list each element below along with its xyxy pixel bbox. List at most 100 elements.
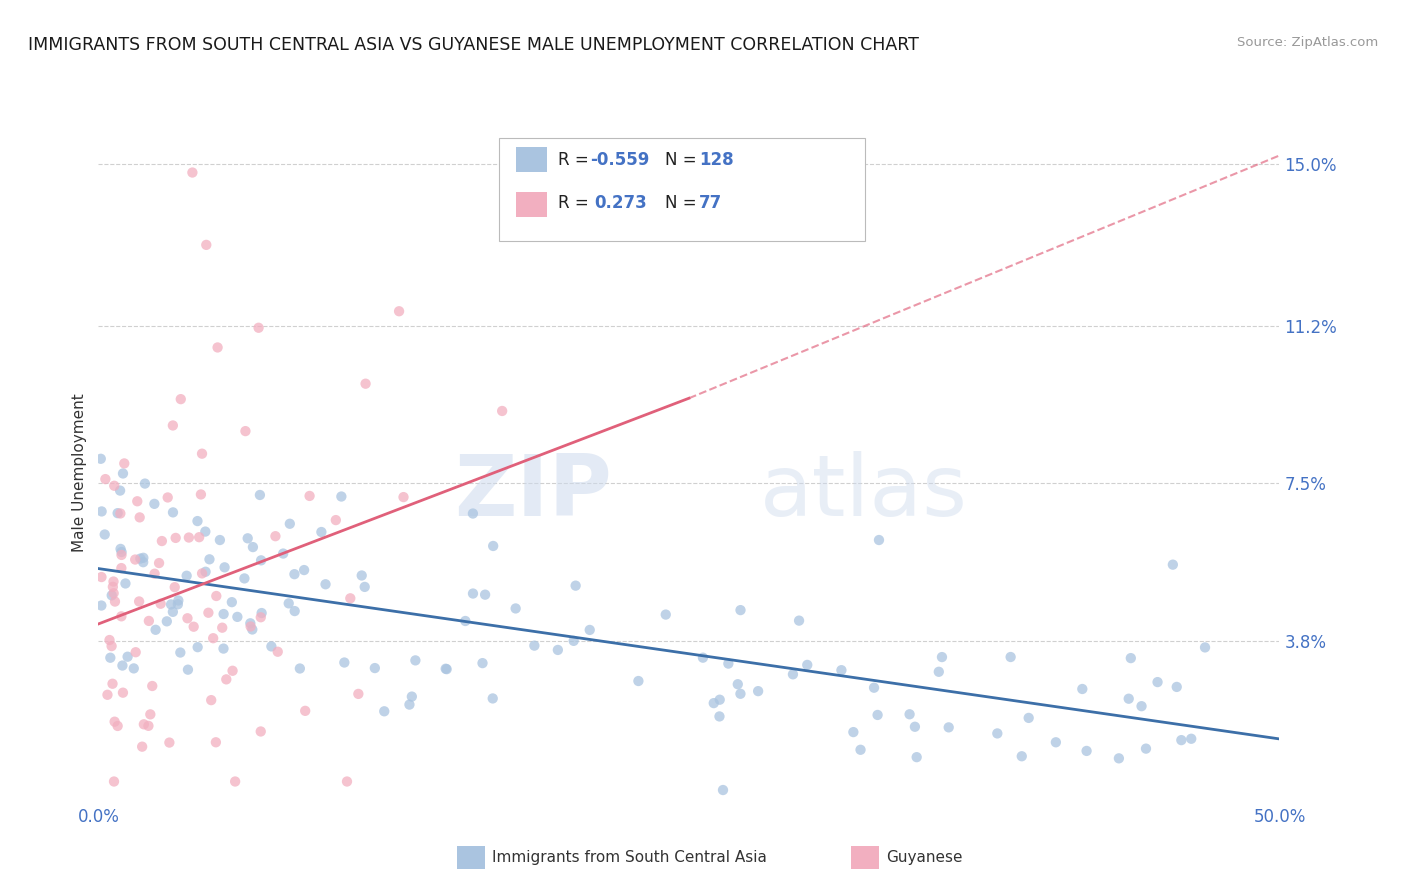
Point bbox=[226, 610, 249, 624]
Point bbox=[474, 588, 496, 602]
Point bbox=[1018, 711, 1040, 725]
Point bbox=[132, 550, 155, 565]
Point bbox=[1076, 744, 1098, 758]
Point bbox=[162, 418, 184, 433]
Point bbox=[90, 451, 112, 466]
Point bbox=[108, 483, 131, 498]
Point bbox=[211, 621, 233, 635]
Point bbox=[233, 571, 256, 585]
Point bbox=[364, 661, 387, 675]
Point bbox=[186, 514, 208, 528]
Point bbox=[110, 548, 132, 562]
Point bbox=[191, 447, 214, 461]
Point bbox=[93, 527, 115, 541]
Point bbox=[187, 640, 209, 655]
Point bbox=[1194, 640, 1216, 655]
Point bbox=[110, 507, 132, 521]
Point bbox=[1000, 650, 1022, 665]
Point bbox=[103, 574, 125, 589]
Point bbox=[90, 504, 112, 518]
Point bbox=[247, 320, 270, 334]
Point bbox=[388, 304, 411, 318]
Point bbox=[114, 576, 136, 591]
Point bbox=[333, 656, 356, 670]
Point bbox=[236, 531, 259, 545]
Point bbox=[138, 719, 160, 733]
Point bbox=[242, 540, 264, 554]
Point bbox=[239, 616, 262, 631]
Point bbox=[157, 735, 180, 749]
Point bbox=[129, 551, 152, 566]
Point bbox=[197, 606, 219, 620]
Point bbox=[830, 663, 852, 677]
Point bbox=[392, 490, 415, 504]
Point bbox=[110, 561, 132, 575]
Point bbox=[141, 679, 163, 693]
Point bbox=[284, 604, 307, 618]
Point bbox=[1170, 733, 1192, 747]
Point bbox=[132, 717, 155, 731]
Point bbox=[938, 720, 960, 734]
Point bbox=[347, 687, 370, 701]
Point bbox=[1135, 741, 1157, 756]
Point bbox=[111, 467, 134, 481]
Point bbox=[373, 704, 395, 718]
Point bbox=[224, 774, 246, 789]
Point bbox=[454, 614, 477, 628]
Point bbox=[986, 726, 1008, 740]
Point bbox=[163, 580, 186, 594]
Point bbox=[127, 494, 149, 508]
Point bbox=[156, 491, 179, 505]
Point bbox=[131, 739, 153, 754]
Point bbox=[283, 567, 305, 582]
Point bbox=[128, 510, 150, 524]
Point bbox=[200, 693, 222, 707]
Point bbox=[166, 597, 188, 611]
Point bbox=[143, 566, 166, 581]
Point bbox=[547, 643, 569, 657]
Point bbox=[904, 720, 927, 734]
Point bbox=[471, 656, 494, 670]
Point bbox=[122, 661, 145, 675]
Point bbox=[249, 610, 271, 624]
Point bbox=[505, 601, 527, 615]
Text: 0.273: 0.273 bbox=[595, 194, 648, 212]
Point bbox=[139, 707, 162, 722]
Point bbox=[202, 631, 225, 645]
Point bbox=[124, 552, 146, 566]
Point bbox=[111, 658, 134, 673]
Point bbox=[176, 611, 198, 625]
Point bbox=[353, 580, 375, 594]
Point bbox=[239, 619, 262, 633]
Point bbox=[898, 707, 921, 722]
Point bbox=[98, 633, 121, 648]
Point bbox=[101, 677, 124, 691]
Point bbox=[103, 586, 125, 600]
Point bbox=[128, 594, 150, 608]
Point bbox=[267, 645, 290, 659]
Point bbox=[111, 686, 134, 700]
Point bbox=[170, 392, 193, 406]
Point bbox=[868, 533, 890, 547]
Point bbox=[523, 639, 546, 653]
Point bbox=[148, 556, 170, 570]
Point bbox=[188, 530, 211, 544]
Point bbox=[905, 750, 928, 764]
Point bbox=[250, 553, 273, 567]
Point bbox=[315, 577, 337, 591]
Point bbox=[98, 650, 121, 665]
Point bbox=[461, 586, 484, 600]
Text: atlas: atlas bbox=[759, 451, 967, 534]
Point bbox=[100, 639, 122, 653]
Point bbox=[730, 603, 752, 617]
Point bbox=[194, 524, 217, 539]
Point bbox=[212, 607, 235, 621]
Point bbox=[711, 783, 734, 797]
Point bbox=[207, 341, 229, 355]
Point bbox=[931, 650, 953, 665]
Point bbox=[110, 541, 132, 556]
Point bbox=[727, 677, 749, 691]
Point bbox=[221, 595, 243, 609]
Point bbox=[288, 661, 311, 675]
Text: Source: ZipAtlas.com: Source: ZipAtlas.com bbox=[1237, 36, 1378, 49]
